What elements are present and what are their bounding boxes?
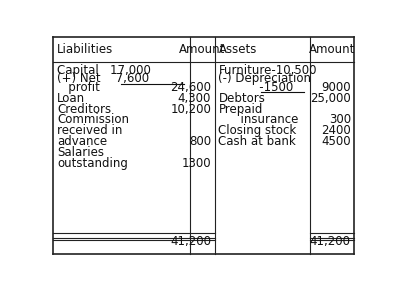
- Text: 41,200: 41,200: [310, 235, 351, 249]
- Text: 1300: 1300: [181, 157, 211, 170]
- Text: Closing stock: Closing stock: [219, 124, 297, 137]
- Text: Salaries: Salaries: [57, 146, 104, 159]
- Text: Amount: Amount: [309, 43, 356, 56]
- Text: 9000: 9000: [321, 81, 351, 94]
- Text: 25,000: 25,000: [310, 92, 351, 105]
- Text: Commission: Commission: [57, 113, 129, 126]
- Text: Capital   17,000: Capital 17,000: [57, 64, 151, 77]
- Text: 800: 800: [189, 135, 211, 148]
- Text: Furniture-10,500: Furniture-10,500: [219, 64, 317, 77]
- Text: Assets: Assets: [219, 43, 257, 56]
- Text: insurance: insurance: [219, 113, 299, 126]
- Text: 4500: 4500: [321, 135, 351, 148]
- Text: (-) Depreciation: (-) Depreciation: [219, 72, 312, 86]
- Text: 41,200: 41,200: [170, 235, 211, 249]
- Text: advance: advance: [57, 135, 107, 148]
- Text: (+) Net    7,600: (+) Net 7,600: [57, 72, 149, 86]
- Text: outstanding: outstanding: [57, 157, 128, 170]
- Text: 24,600: 24,600: [170, 81, 211, 94]
- Text: received in: received in: [57, 124, 123, 137]
- Text: 300: 300: [329, 113, 351, 126]
- Text: Cash at bank: Cash at bank: [219, 135, 296, 148]
- Text: Prepaid: Prepaid: [219, 103, 263, 115]
- Text: Amount: Amount: [179, 43, 226, 56]
- Text: Creditors: Creditors: [57, 103, 111, 115]
- Text: 4,300: 4,300: [178, 92, 211, 105]
- Text: Liabilities: Liabilities: [57, 43, 113, 56]
- Text: 10,200: 10,200: [170, 103, 211, 115]
- Text: Debtors: Debtors: [219, 92, 265, 105]
- Text: 2400: 2400: [321, 124, 351, 137]
- Text: -1500: -1500: [219, 81, 294, 94]
- Text: profit: profit: [57, 81, 100, 94]
- Text: Loan: Loan: [57, 92, 85, 105]
